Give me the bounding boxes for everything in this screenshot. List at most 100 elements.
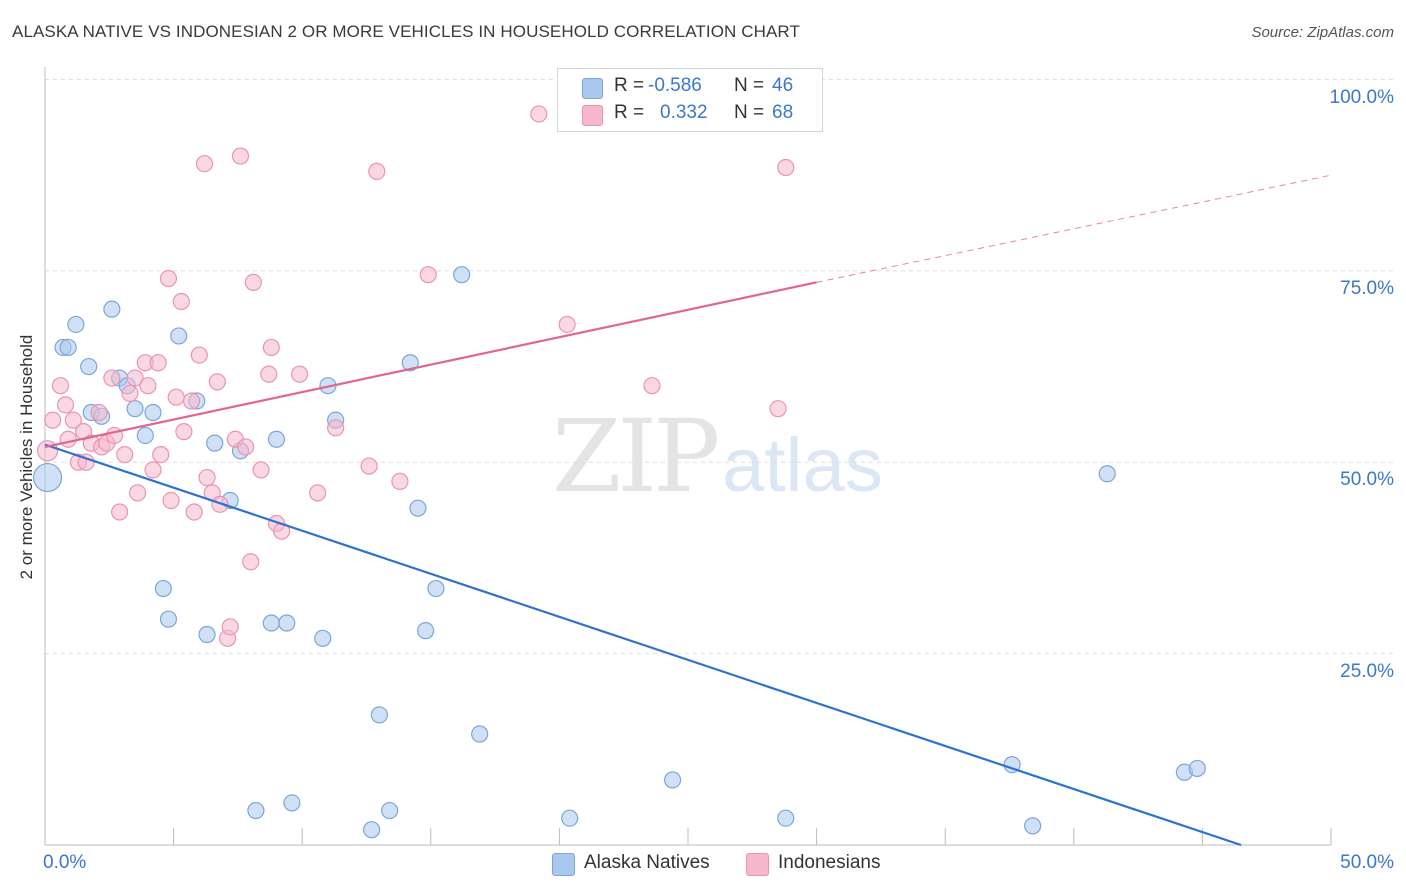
data-point-alaska-natives	[136, 426, 154, 445]
data-point-indonesians	[252, 461, 270, 479]
data-point-indonesians	[103, 369, 121, 387]
data-point-indonesians	[139, 377, 157, 395]
data-point-alaska-natives	[1098, 465, 1116, 483]
data-point-indonesians	[291, 365, 309, 383]
legend-r-label: R =	[614, 75, 645, 96]
data-point-alaska-natives	[170, 327, 188, 345]
data-point-alaska-natives	[80, 357, 98, 376]
legend-n-value: 46	[772, 75, 794, 96]
data-point-indonesians	[242, 553, 260, 571]
x-tick-label-min: 0.0%	[43, 852, 87, 873]
data-point-alaska-natives	[417, 622, 435, 640]
legend-r-value: 0.332	[660, 102, 708, 123]
data-point-alaska-natives	[206, 434, 224, 452]
x-tick-label-max: 50.0%	[1340, 852, 1394, 873]
data-point-alaska-natives	[370, 706, 388, 724]
legend-r-value: -0.586	[648, 75, 702, 96]
data-point-alaska-natives	[561, 809, 579, 827]
data-point-indonesians	[144, 461, 162, 479]
data-point-indonesians	[36, 440, 59, 462]
watermark-atlas: atlas	[722, 423, 883, 508]
data-point-alaska-natives	[381, 801, 399, 820]
data-point-alaska-natives	[453, 266, 471, 284]
data-point-alaska-natives	[59, 338, 77, 357]
data-point-alaska-natives	[154, 579, 172, 598]
legend-swatch-blue	[582, 78, 603, 99]
data-point-alaska-natives	[159, 610, 178, 628]
legend-label-indonesians: Indonesians	[778, 852, 881, 873]
watermark-zip: ZIP	[552, 398, 720, 515]
data-point-indonesians	[360, 457, 378, 475]
trend-line-indonesians-extrapolated	[816, 174, 1332, 283]
data-point-alaska-natives	[363, 821, 381, 839]
data-point-alaska-natives	[1188, 759, 1206, 778]
data-point-indonesians	[368, 162, 386, 180]
data-point-alaska-natives	[314, 629, 332, 647]
data-point-alaska-natives	[409, 499, 427, 517]
data-point-indonesians	[167, 388, 185, 406]
trend-line-alaska-natives	[44, 443, 1242, 847]
data-point-alaska-natives	[247, 801, 265, 820]
data-point-indonesians	[110, 503, 129, 521]
data-point-indonesians	[777, 158, 795, 177]
data-point-alaska-natives	[471, 725, 489, 743]
chart-title: ALASKA NATIVE VS INDONESIAN 2 OR MORE VE…	[12, 22, 800, 41]
data-point-indonesians	[51, 377, 70, 395]
y-tick-label-25: 25.0%	[1340, 661, 1394, 682]
data-point-indonesians	[244, 273, 262, 291]
data-point-alaska-natives	[278, 614, 296, 632]
y-tick-label-100: 100.0%	[1329, 87, 1394, 108]
data-point-alaska-natives	[103, 300, 121, 318]
data-point-indonesians	[530, 105, 548, 123]
data-point-indonesians	[56, 396, 75, 414]
trend-line-indonesians	[44, 281, 817, 449]
data-point-indonesians	[152, 445, 170, 464]
data-point-alaska-natives	[777, 809, 795, 827]
y-tick-label-75: 75.0%	[1340, 278, 1394, 299]
data-point-indonesians	[262, 338, 280, 357]
data-point-indonesians	[208, 373, 226, 391]
data-point-indonesians	[558, 315, 576, 334]
data-point-indonesians	[643, 377, 661, 395]
data-point-indonesians	[149, 354, 167, 372]
data-point-alaska-natives	[32, 462, 63, 493]
chart-source: Source: ZipAtlas.com	[1251, 24, 1394, 41]
data-point-indonesians	[391, 472, 409, 490]
data-point-alaska-natives	[144, 403, 162, 422]
data-point-indonesians	[44, 411, 62, 429]
data-point-indonesians	[90, 403, 108, 422]
data-point-indonesians	[198, 468, 216, 487]
legend-label-alaska-natives: Alaska Natives	[584, 852, 710, 873]
legend-r-label: R =	[614, 102, 645, 123]
data-point-indonesians	[419, 266, 437, 284]
data-point-indonesians	[121, 384, 139, 402]
data-point-indonesians	[231, 147, 250, 165]
data-point-indonesians	[260, 365, 278, 383]
watermark: ZIPatlas	[552, 398, 883, 515]
data-point-indonesians	[159, 269, 178, 288]
data-point-indonesians	[183, 392, 201, 410]
data-point-indonesians	[128, 484, 147, 502]
legend-swatch-pink	[746, 853, 769, 876]
data-point-indonesians	[769, 400, 787, 418]
data-point-indonesians	[175, 423, 193, 441]
data-point-indonesians	[116, 445, 134, 464]
data-point-indonesians	[162, 491, 180, 510]
data-point-indonesians	[221, 618, 239, 636]
data-point-indonesians	[126, 369, 144, 387]
correlation-legend: R = -0.586 N = 46 R = 0.332 N = 68	[557, 68, 823, 132]
y-axis-label: 2 or more Vehicles in Household	[17, 334, 36, 580]
data-point-indonesians	[190, 346, 208, 364]
data-point-indonesians	[195, 155, 214, 173]
data-point-indonesians	[64, 411, 82, 429]
data-point-indonesians	[185, 503, 203, 521]
data-point-alaska-natives	[1024, 817, 1042, 835]
legend-swatch-blue	[552, 853, 575, 876]
data-point-indonesians	[309, 484, 327, 502]
data-point-alaska-natives	[67, 315, 85, 334]
data-point-alaska-natives	[283, 794, 301, 812]
data-point-indonesians	[327, 419, 345, 437]
legend-n-label: N =	[734, 102, 765, 123]
data-point-alaska-natives	[267, 430, 286, 448]
